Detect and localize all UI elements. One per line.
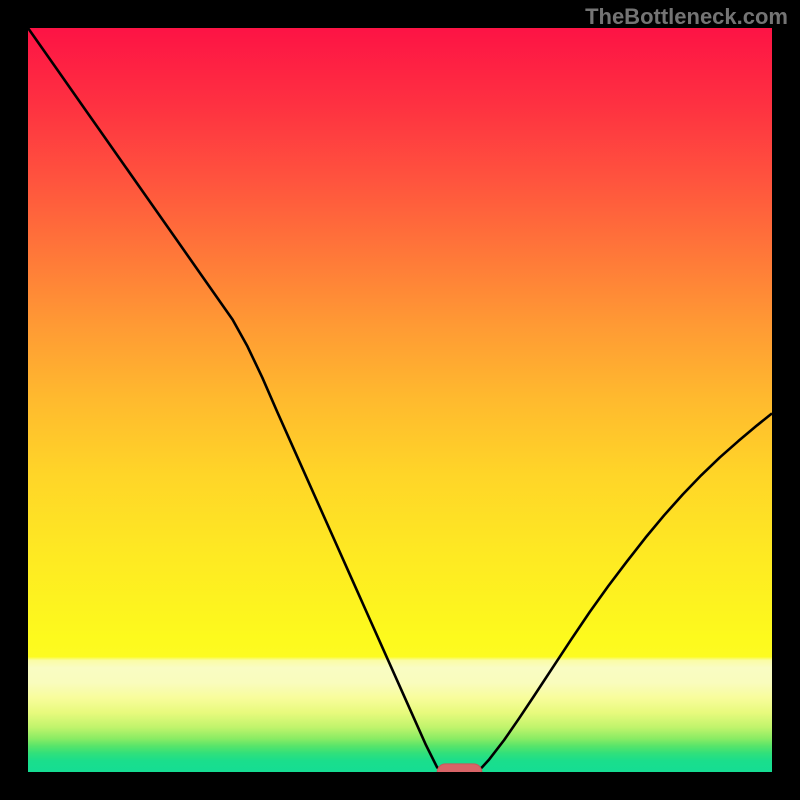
- chart-background: [28, 28, 772, 772]
- optimal-marker: [437, 764, 482, 772]
- chart-frame: TheBottleneck.com: [0, 0, 800, 800]
- bottleneck-chart: [28, 28, 772, 772]
- chart-svg: [28, 28, 772, 772]
- watermark-text: TheBottleneck.com: [585, 4, 788, 30]
